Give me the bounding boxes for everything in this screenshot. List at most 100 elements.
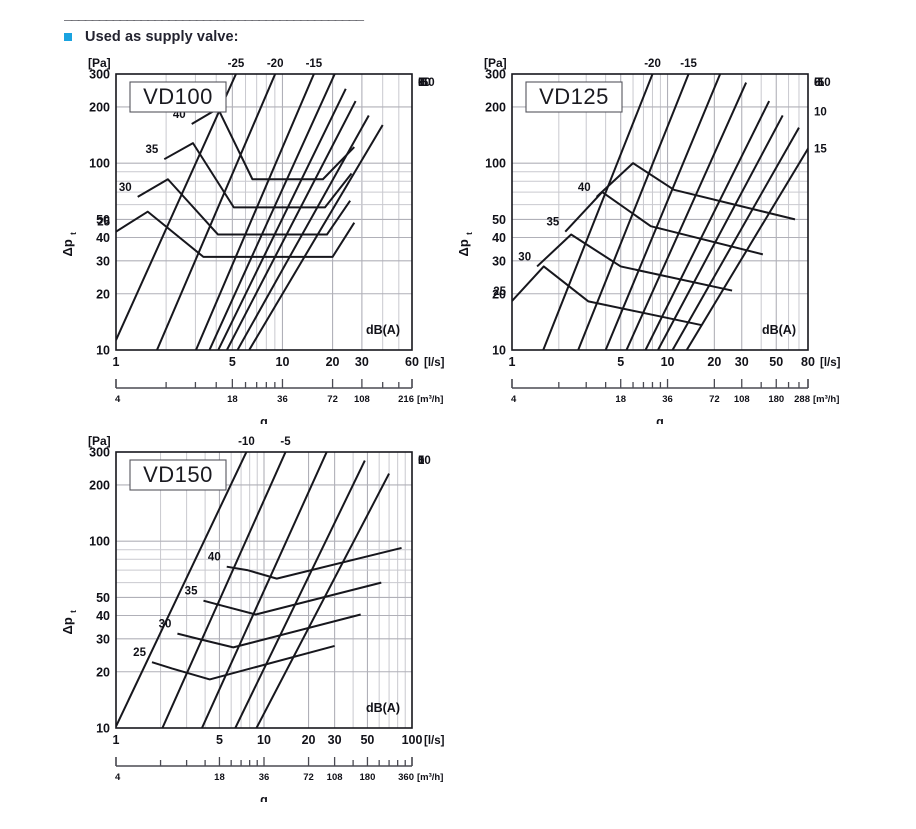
- position-curve-35: [203, 581, 382, 616]
- y-tick-label: 100: [89, 157, 110, 171]
- noise-line-10: [248, 124, 384, 350]
- position-curve-35: [564, 191, 764, 256]
- position-label-30: 30: [119, 182, 132, 194]
- x-tick-label: 30: [735, 355, 749, 369]
- secondary-tick-label: 108: [354, 394, 370, 405]
- y-tick-label: 100: [485, 157, 506, 171]
- x-tick-label: 5: [617, 355, 624, 369]
- bullet-row: Used as supply valve:: [64, 29, 484, 45]
- grid-lines: [115, 73, 413, 351]
- noise-label-right: 0: [814, 77, 820, 89]
- noise-label-top: -20: [267, 58, 284, 70]
- position-curve-25: [151, 644, 335, 681]
- y-tick-label: 50: [96, 213, 110, 227]
- plot-frame: [511, 73, 809, 351]
- y-tick-label: 30: [492, 254, 506, 268]
- chart-vd100: 10 20 30 40 50 100 200 300 [Pa] Δp t 1 5 10 20 30 60 [l/s…: [44, 52, 464, 424]
- plot-curves: [116, 452, 402, 728]
- position-label-30: 30: [159, 619, 172, 631]
- x-tick-label: 5: [216, 733, 223, 747]
- secondary-tick-label: 36: [259, 772, 270, 783]
- svg-text:t: t: [69, 232, 78, 235]
- x-tick-label: 20: [326, 355, 340, 369]
- noise-line--10: [604, 74, 722, 350]
- y-axis-unit: [Pa]: [88, 56, 111, 70]
- y-tick-label: 50: [96, 591, 110, 605]
- position-curve-30: [536, 233, 733, 292]
- x-tick-label: 10: [276, 355, 290, 369]
- secondary-axis: 4 18 36 72 108 180 360 [m³/h]: [115, 757, 443, 783]
- y-tick-label: 20: [492, 287, 506, 301]
- secondary-axis-unit: [m³/h]: [417, 394, 443, 405]
- noise-label-top: -5: [280, 436, 291, 448]
- noise-label-right: 0: [418, 455, 424, 467]
- noise-line-5: [234, 460, 366, 728]
- section-heading: Used as supply valve:: [85, 29, 239, 45]
- noise-line--5: [625, 82, 748, 350]
- noise-label-top: -15: [306, 58, 323, 70]
- secondary-axis: 4 18 36 72 108 216 [m³/h]: [115, 379, 443, 405]
- x-tick-label: 50: [360, 733, 374, 747]
- secondary-tick-label: 72: [709, 394, 720, 405]
- y-tick-label: 50: [492, 213, 506, 227]
- noise-label-right: 5: [418, 77, 425, 89]
- title-box: [525, 81, 623, 113]
- y-tick-label: 100: [89, 535, 110, 549]
- plot-frame: [115, 451, 413, 729]
- noise-line-15: [685, 146, 808, 350]
- position-label-30: 30: [518, 251, 531, 263]
- y-tick-label: 200: [485, 100, 506, 114]
- x-tick-label: 30: [328, 733, 342, 747]
- svg-text:t: t: [465, 232, 474, 235]
- y-tick-label: 300: [89, 68, 110, 82]
- secondary-tick-label: 18: [615, 394, 626, 405]
- x-tick-label: 100: [402, 733, 423, 747]
- position-curve-30: [137, 178, 351, 236]
- secondary-tick-label: 72: [303, 772, 314, 783]
- y-tick-label: 300: [89, 446, 110, 460]
- position-curve-40: [191, 107, 355, 181]
- x-tick-label: 20: [302, 733, 316, 747]
- position-label-35: 35: [546, 217, 559, 229]
- noise-label-right: 5: [814, 77, 821, 89]
- noise-label-top: -10: [238, 436, 255, 448]
- x-axis-unit: [l/s]: [424, 357, 445, 369]
- x-tick-label: 80: [801, 355, 815, 369]
- secondary-tick-label: 4: [511, 394, 517, 405]
- noise-label-right: 5: [418, 455, 425, 467]
- x-tick-label: 1: [113, 355, 120, 369]
- noise-label-top: -15: [680, 58, 697, 70]
- position-curve-25: [116, 210, 356, 258]
- noise-label-right: -10: [814, 77, 831, 89]
- y-axis-unit: [Pa]: [88, 434, 111, 448]
- secondary-tick-label: 72: [327, 394, 338, 405]
- x-tick-label: 10: [257, 733, 271, 747]
- svg-text:Δp: Δp: [60, 617, 75, 634]
- plot-curves: [512, 74, 808, 350]
- position-label-40: 40: [578, 182, 591, 194]
- noise-unit-label: dB(A): [366, 701, 400, 715]
- y-tick-label: 20: [96, 287, 110, 301]
- noise-label-top: -20: [644, 58, 661, 70]
- secondary-tick-label: 108: [327, 772, 343, 783]
- noise-label-right: 10: [418, 455, 431, 467]
- square-bullet-icon: [64, 33, 72, 41]
- y-tick-label: 10: [492, 344, 506, 358]
- position-curve-40: [595, 162, 796, 221]
- noise-label-top: -25: [228, 58, 245, 70]
- x-tick-label: 1: [509, 355, 516, 369]
- noise-line--5: [217, 88, 347, 350]
- y-tick-label: 10: [96, 344, 110, 358]
- position-label-25: 25: [133, 647, 146, 659]
- y-axis-unit: [Pa]: [484, 56, 507, 70]
- title-box: [129, 459, 227, 491]
- y-tick-label: 10: [96, 722, 110, 736]
- x-tick-label: 60: [405, 355, 419, 369]
- y-tick-label: 200: [89, 478, 110, 492]
- noise-label-right: 10: [418, 77, 431, 89]
- noise-line--20: [542, 74, 654, 350]
- noise-line--15: [577, 74, 690, 350]
- noise-line-5: [656, 114, 784, 350]
- secondary-tick-label: 18: [227, 394, 238, 405]
